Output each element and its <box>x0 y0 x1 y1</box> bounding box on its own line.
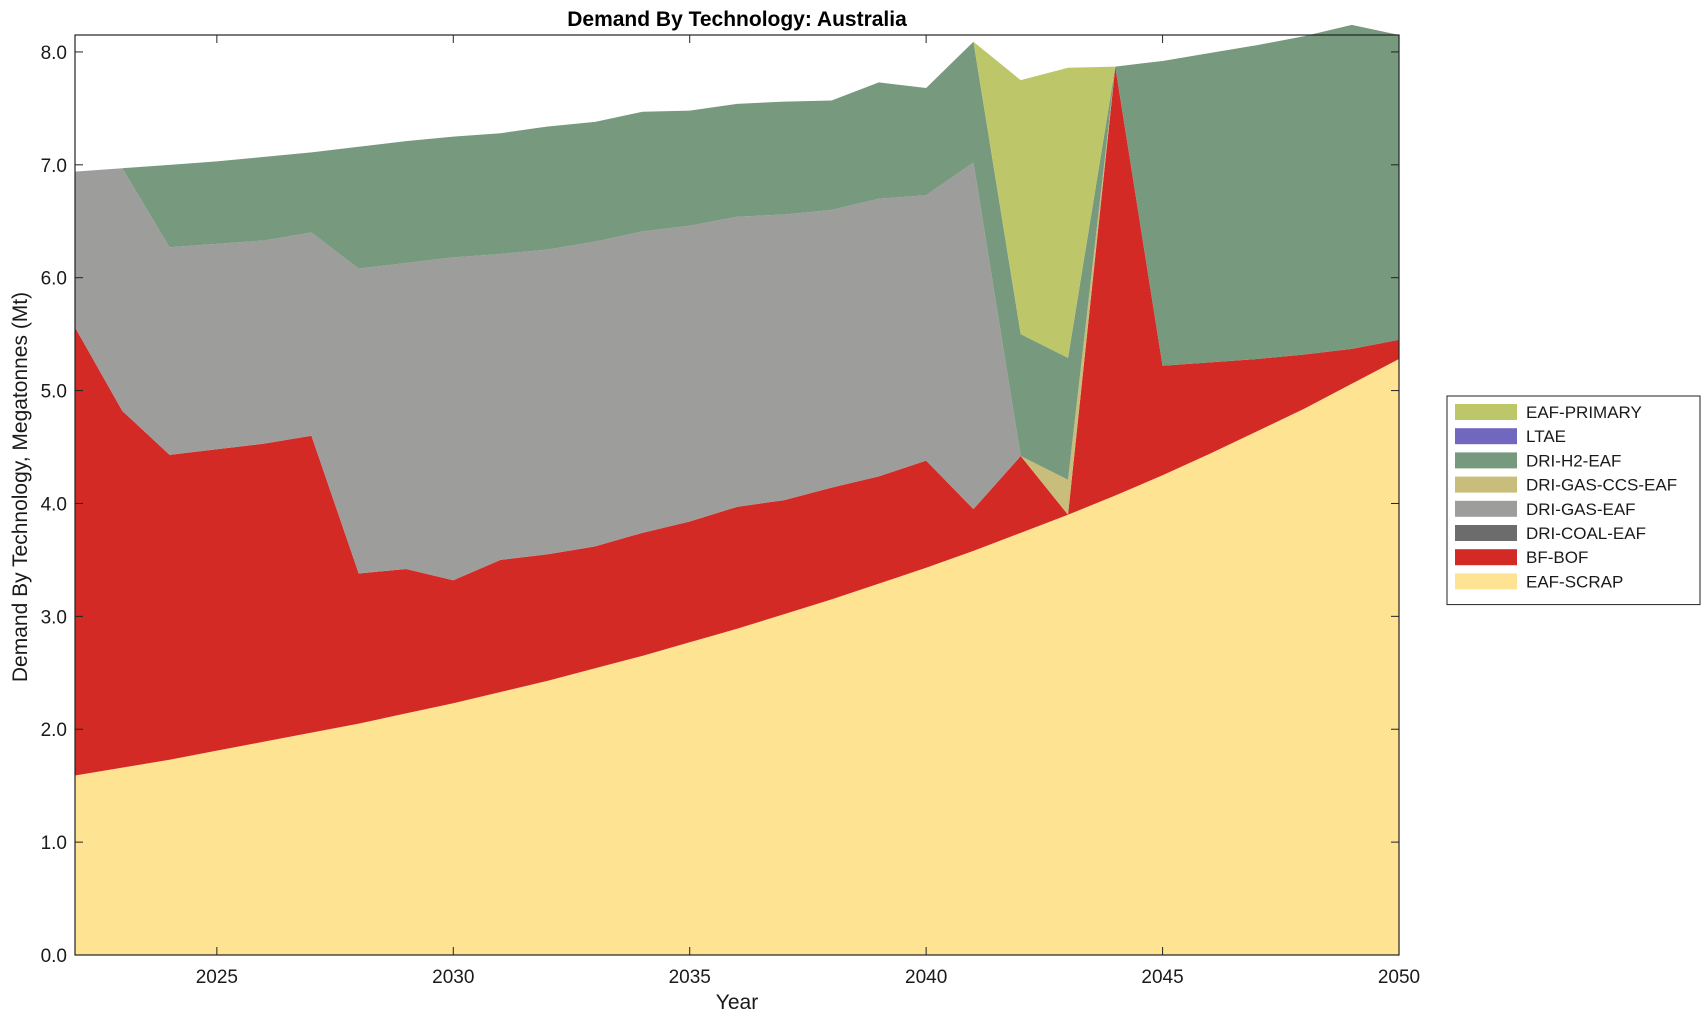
area-layers <box>75 24 1399 956</box>
legend: EAF-PRIMARY LTAE DRI-H2-EAF DRI-GAS-CCS-EAF… <box>1446 395 1701 606</box>
area-dri-h2-eaf <box>75 24 1399 480</box>
legend-label: LTAE <box>1526 427 1566 446</box>
x-tick-label: 2025 <box>196 967 238 988</box>
x-tick-label: 2040 <box>905 967 947 988</box>
area-bf-bof <box>75 66 1399 776</box>
y-tick-label: 5.0 <box>41 382 67 403</box>
legend-label: DRI-GAS-EAF <box>1526 500 1636 519</box>
legend-label: DRI-H2-EAF <box>1526 451 1621 470</box>
legend-label: BF-BOF <box>1526 548 1588 567</box>
y-axis: 0.0 1.0 2.0 3.0 4.0 5.0 6.0 7.0 8.0 <box>41 43 1399 967</box>
area-eaf-primary <box>75 24 1399 358</box>
y-tick-label: 2.0 <box>41 720 67 741</box>
legend-swatch <box>1455 476 1517 493</box>
legend-label: EAF-PRIMARY <box>1526 403 1642 422</box>
y-axis-title: Demand By Technology, Megatonnes (Mt) <box>9 292 32 682</box>
y-tick-label: 3.0 <box>41 607 67 628</box>
legend-swatch <box>1455 428 1517 445</box>
legend-swatch <box>1455 573 1517 590</box>
y-tick-label: 8.0 <box>41 43 67 64</box>
x-tick-label: 2035 <box>669 967 711 988</box>
y-tick-label: 0.0 <box>41 946 67 967</box>
plot-frame <box>74 34 1400 956</box>
legend-swatch <box>1455 525 1517 541</box>
legend-swatch <box>1455 549 1517 566</box>
x-tick-label: 2050 <box>1378 967 1420 988</box>
chart-title: Demand By Technology: Australia <box>567 8 907 31</box>
area-dri-gas-eaf <box>75 66 1399 581</box>
y-tick-label: 7.0 <box>41 156 67 177</box>
y-tick-label: 1.0 <box>41 833 67 854</box>
legend-label: EAF-SCRAP <box>1526 572 1623 591</box>
legend-swatch <box>1455 404 1517 420</box>
legend-label: DRI-COAL-EAF <box>1526 524 1646 543</box>
legend-swatch <box>1455 452 1517 469</box>
x-axis-title: Year <box>716 991 758 1014</box>
legend-label: DRI-GAS-CCS-EAF <box>1526 476 1677 495</box>
legend-swatch <box>1455 500 1517 517</box>
area-eaf-scrap <box>75 358 1399 956</box>
x-tick-label: 2045 <box>1141 967 1183 988</box>
x-tick-label: 2030 <box>432 967 474 988</box>
y-tick-label: 6.0 <box>41 269 67 290</box>
x-axis: 2025 2030 2035 2040 2045 2050 <box>196 35 1420 988</box>
y-tick-label: 4.0 <box>41 494 67 515</box>
